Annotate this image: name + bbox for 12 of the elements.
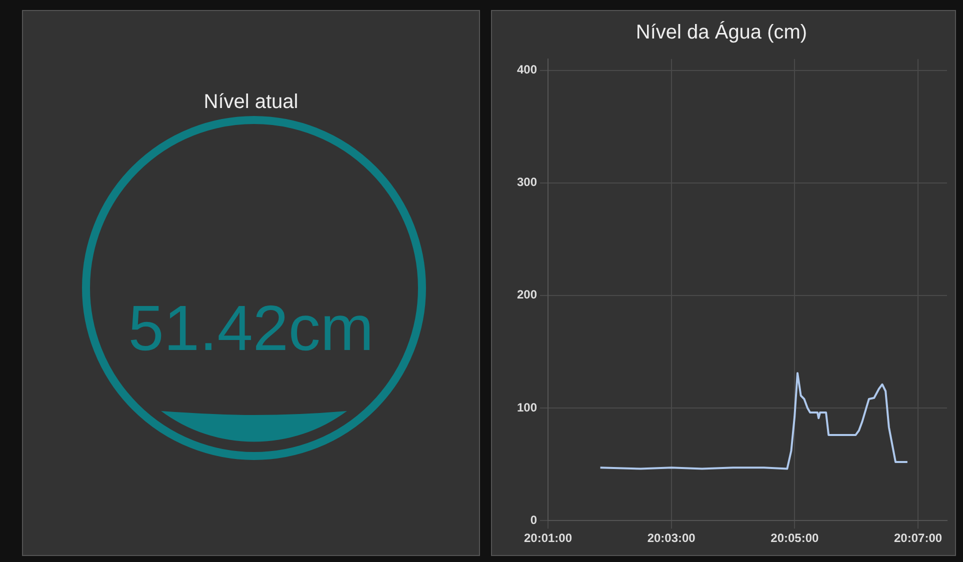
x-tick-label: 20:01:00	[524, 531, 572, 546]
text: Nível atual	[202, 91, 300, 114]
x-tick-label: 20:07:00	[894, 531, 942, 546]
y-tick-label: 400	[516, 62, 538, 77]
text: 51.42cm	[127, 292, 375, 364]
chart-title: Nível da Água (cm)	[636, 20, 808, 44]
x-tick-label: 20:03:00	[647, 531, 696, 546]
y-tick-label: 100	[516, 400, 538, 414]
y-tick-label: 0	[530, 512, 538, 527]
y-tick-label: 300	[516, 175, 538, 190]
x-tick-label: 20:05:00	[770, 531, 820, 546]
y-tick-label: 200	[516, 288, 538, 302]
